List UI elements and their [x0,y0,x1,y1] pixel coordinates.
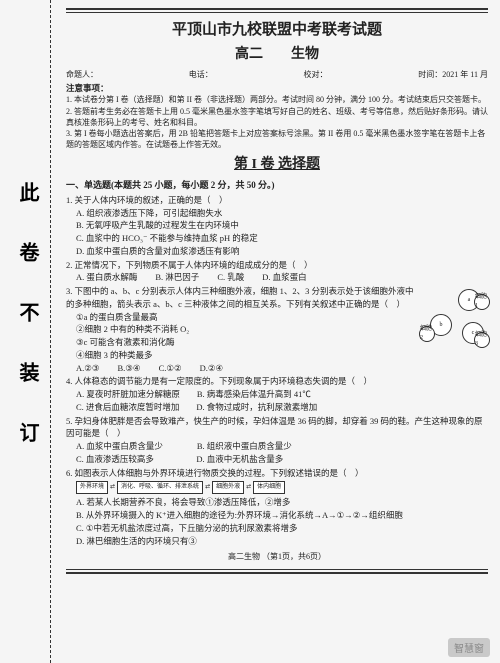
q3-diagram: a细胞1b细胞2c细胞3 [418,284,488,344]
q3-options: A.②③ B.③④ C.①② D.②④ [66,362,414,375]
page-content: 平顶山市九校联盟中考联考试题 高二 生物 命题人： 电话： 校对： 时间：202… [58,0,500,578]
q1-stem: 1. 关于人体内环境的叙述，正确的是（ ） [66,194,488,207]
binding-dash-line [50,0,51,663]
q4-stem: 4. 人体稳态的调节能力是有一定限度的。下列现象属于内环境稳态失调的是（ ） [66,375,488,388]
footer-rule [66,569,488,574]
info-row: 命题人： 电话： 校对： 时间：2021 年 11 月 [66,69,488,81]
page-number: 高二生物 （第1页，共6页） [66,551,488,563]
q6-options: A. 若某人长期营养不良，将会导致①渗透压降低，②增多 B. 从外界环境摄入的 … [66,496,488,547]
q2-options: A. 蛋白质水解酶 B. 淋巴因子 C. 乳酸 D. 血浆蛋白 [66,271,488,284]
section-1-title: 第 I 卷 选择题 [66,154,488,175]
binding-text: 此卷不装订 [13,182,42,482]
q3-container: 3. 下图中的 a、b、c 分别表示人体内三种细胞外液，细胞 1、2、3 分别表… [66,284,488,374]
q6-flowchart: 外界环境 ⇄ 消化、呼吸、循环、排泄系统 ⇄ 细胞外液 ⇄ 体内细胞 [76,481,488,494]
diagram-node: 细胞2 [419,326,435,342]
q6-stem: 6. 如图表示人体细胞与外界环境进行物质交换的过程。下列叙述错误的是（ ） [66,467,488,480]
header-rule [66,8,488,13]
q3-subs: ①a 的蛋白质含量最高 ②细胞 2 中有的种类不消耗 O₂ ③c 可能含有激素和… [66,311,414,362]
diagram-node: 细胞3 [474,332,490,348]
question-group-title: 一、单选题(本题共 25 小题，每小题 2 分，共 50 分。) [66,179,488,193]
q5-options: A. 血浆中蛋白质含量少 B. 组织液中蛋白质含量少 C. 血液渗透压较高多 D… [66,440,488,466]
q4-options: A. 夏夜时肝脏加速分解糖原 B. 病毒感染后体温升高到 41℃ C. 进食后血… [66,388,488,414]
binding-margin: 此卷不装订 [0,0,55,663]
q2-stem: 2. 正常情况下，下列物质不属于人体内环境的组成成分的是（ ） [66,259,488,272]
notice-block: 注意事项： 1. 本试卷分第 I 卷（选择题）和第 II 卷（非选择题）两部分。… [66,83,488,151]
diagram-node: 细胞1 [474,294,490,310]
q5-stem: 5. 孕妇身体肥胖是否会导致难产，快生产的时候，孕妇体温是 36 码的脚，却穿着… [66,415,488,441]
watermark: 智慧窗 [448,638,490,657]
q1-options: A. 组织液渗透压下降，可引起细胞失水 B. 无氧呼吸产生乳酸的过程发生在内环境… [66,207,488,258]
exam-subtitle: 高二 生物 [66,44,488,65]
q3-stem: 3. 下图中的 a、b、c 分别表示人体内三种细胞外液，细胞 1、2、3 分别表… [66,285,414,311]
exam-title: 平顶山市九校联盟中考联考试题 [66,19,488,42]
